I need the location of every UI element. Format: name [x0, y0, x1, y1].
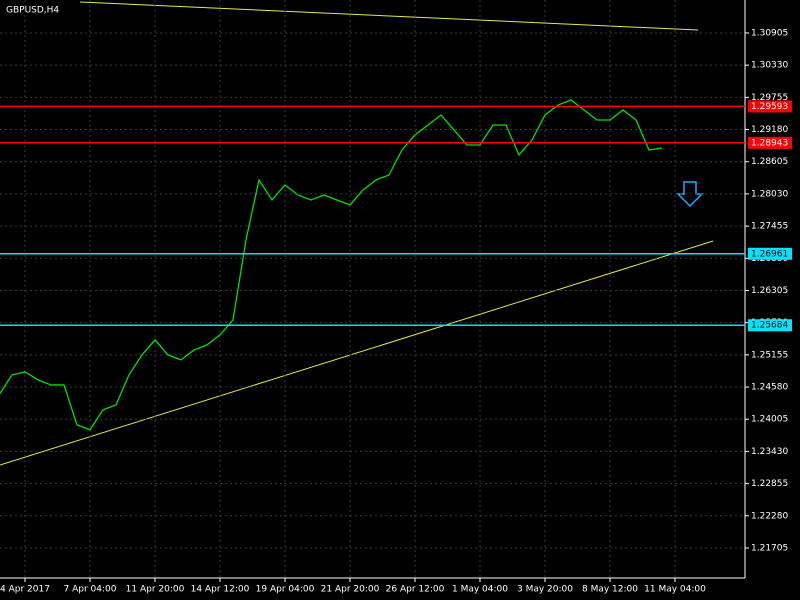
y-tick-label: 1.24580 [751, 383, 788, 393]
level-label-box [748, 247, 792, 260]
x-tick-label: 3 May 20:00 [517, 585, 573, 595]
level-label: 1.26961 [751, 249, 788, 259]
level-label-box [748, 100, 792, 113]
y-tick-label: 1.23430 [751, 447, 788, 457]
level-label-box [748, 136, 792, 149]
x-tick-label: 14 Apr 12:00 [191, 585, 250, 595]
y-tick-label: 1.25155 [751, 350, 788, 360]
x-tick-label: 19 Apr 04:00 [256, 585, 315, 595]
sell-arrow [676, 181, 704, 208]
x-tick-label: 26 Apr 12:00 [386, 585, 445, 595]
x-tick-label: 7 Apr 04:00 [64, 585, 117, 595]
y-tick-label: 1.27455 [751, 222, 788, 232]
y-tick-label: 1.28605 [751, 157, 788, 167]
level-label: 1.29593 [751, 102, 788, 112]
x-tick-label: 11 Apr 20:00 [126, 585, 185, 595]
level-label-box [748, 319, 792, 332]
x-tick-label: 4 Apr 2017 [0, 585, 50, 595]
y-tick-label: 1.22855 [751, 479, 788, 489]
y-tick-label: 1.29180 [751, 125, 788, 135]
y-tick-label: 1.30905 [751, 28, 788, 38]
y-tick-label: 1.28030 [751, 189, 788, 199]
x-tick-label: 21 Apr 20:00 [321, 585, 380, 595]
y-tick-label: 1.30330 [751, 61, 788, 71]
x-tick-label: 8 May 12:00 [582, 585, 638, 595]
trend-line [0, 240, 714, 466]
chart-title: GBPUSD,H4 [6, 6, 59, 16]
trend-line [79, 1, 699, 31]
level-label: 1.25684 [751, 321, 788, 331]
price-line [0, 99, 663, 431]
y-tick-label: 1.29755 [751, 93, 788, 103]
y-tick-label: 1.24005 [751, 415, 788, 425]
x-tick-label: 11 May 04:00 [644, 585, 706, 595]
level-label: 1.28943 [751, 138, 788, 148]
y-tick-label: 1.26305 [751, 286, 788, 296]
y-tick-label: 1.22280 [751, 511, 788, 521]
y-tick-label: 1.21705 [751, 543, 788, 553]
x-tick-label: 1 May 04:00 [452, 585, 508, 595]
